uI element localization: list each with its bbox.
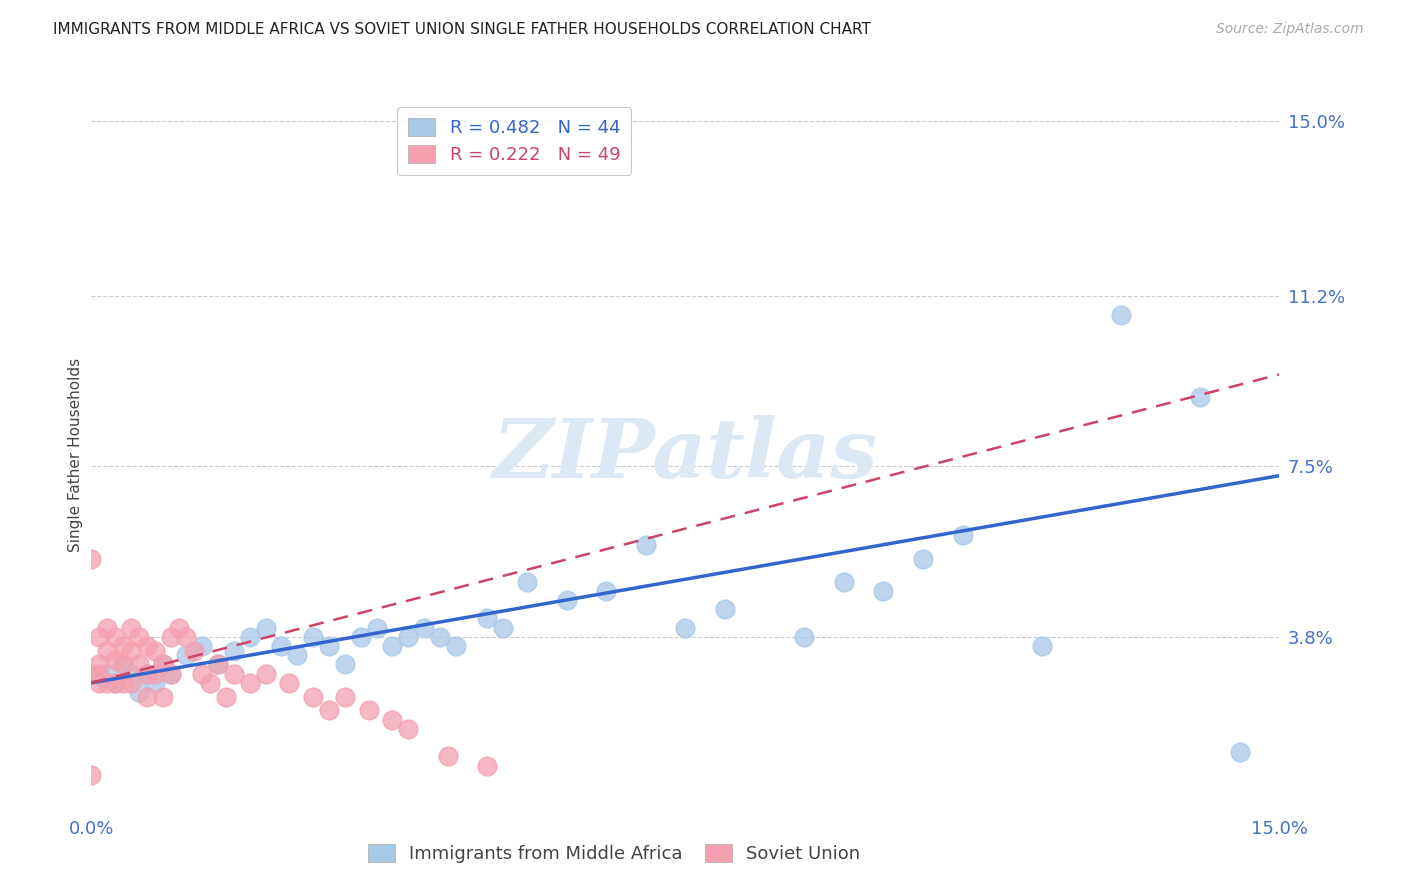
Point [207, 657, 229, 672]
Point [350, 630, 373, 644]
Point [207, 657, 229, 672]
Point [120, 666, 142, 681]
Point [1189, 390, 1212, 404]
Point [1229, 745, 1251, 759]
Point [96, 675, 118, 690]
Point [673, 621, 696, 635]
Point [381, 639, 404, 653]
Point [152, 690, 174, 704]
Point [396, 722, 419, 736]
Point [302, 630, 325, 644]
Point [152, 657, 174, 672]
Point [429, 630, 451, 644]
Point [952, 528, 974, 542]
Point [120, 643, 142, 657]
Point [89, 657, 111, 672]
Point [152, 657, 174, 672]
Point [477, 758, 499, 772]
Point [128, 630, 150, 644]
Point [143, 666, 166, 681]
Point [595, 583, 617, 598]
Legend: Immigrants from Middle Africa, Soviet Union: Immigrants from Middle Africa, Soviet Un… [361, 837, 868, 871]
Point [634, 538, 657, 552]
Point [413, 621, 436, 635]
Point [333, 657, 356, 672]
Point [176, 648, 198, 663]
Point [120, 621, 142, 635]
Point [222, 666, 245, 681]
Point [112, 657, 135, 672]
Point [112, 675, 135, 690]
Point [555, 593, 578, 607]
Point [104, 653, 127, 667]
Point [1031, 639, 1053, 653]
Point [135, 666, 157, 681]
Text: ZIPatlas: ZIPatlas [492, 415, 879, 495]
Point [793, 630, 815, 644]
Point [112, 639, 135, 653]
Point [104, 630, 127, 644]
Point [318, 703, 340, 717]
Point [396, 630, 419, 644]
Point [357, 703, 380, 717]
Point [191, 639, 214, 653]
Point [436, 749, 458, 764]
Point [285, 648, 308, 663]
Point [89, 666, 111, 681]
Text: IMMIGRANTS FROM MIDDLE AFRICA VS SOVIET UNION SINGLE FATHER HOUSEHOLDS CORRELATI: IMMIGRANTS FROM MIDDLE AFRICA VS SOVIET … [53, 22, 872, 37]
Point [159, 666, 181, 681]
Point [1109, 308, 1132, 322]
Point [333, 690, 356, 704]
Point [911, 551, 934, 566]
Point [135, 690, 157, 704]
Point [270, 639, 292, 653]
Point [80, 666, 103, 681]
Point [714, 602, 737, 616]
Point [104, 675, 127, 690]
Point [96, 643, 118, 657]
Point [128, 657, 150, 672]
Point [96, 621, 118, 635]
Point [318, 639, 340, 653]
Point [516, 574, 538, 589]
Point [135, 639, 157, 653]
Point [444, 639, 467, 653]
Point [120, 675, 142, 690]
Point [89, 675, 111, 690]
Point [159, 666, 181, 681]
Point [176, 630, 198, 644]
Point [167, 621, 190, 635]
Point [159, 630, 181, 644]
Point [239, 675, 262, 690]
Point [254, 666, 277, 681]
Point [143, 643, 166, 657]
Point [832, 574, 855, 589]
Point [135, 666, 157, 681]
Point [381, 713, 404, 727]
Point [143, 675, 166, 690]
Point [104, 675, 127, 690]
Point [80, 551, 103, 566]
Text: Source: ZipAtlas.com: Source: ZipAtlas.com [1216, 22, 1364, 37]
Point [200, 675, 222, 690]
Point [872, 583, 894, 598]
Y-axis label: Single Father Households: Single Father Households [67, 358, 83, 552]
Point [278, 675, 301, 690]
Point [89, 630, 111, 644]
Point [128, 685, 150, 699]
Point [191, 666, 214, 681]
Point [302, 690, 325, 704]
Point [254, 621, 277, 635]
Point [183, 643, 205, 657]
Point [239, 630, 262, 644]
Point [112, 657, 135, 672]
Point [477, 611, 499, 625]
Point [366, 621, 388, 635]
Point [222, 643, 245, 657]
Point [80, 768, 103, 782]
Point [215, 690, 238, 704]
Point [96, 666, 118, 681]
Point [492, 621, 515, 635]
